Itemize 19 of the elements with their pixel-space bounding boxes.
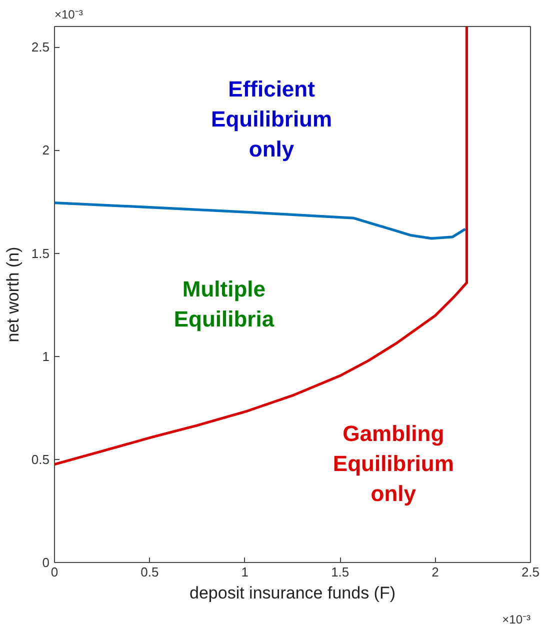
annotation: Multiple Equilibria	[174, 276, 275, 332]
line-series	[54, 201, 466, 240]
y-tick-label: 1	[42, 348, 50, 364]
x-tick-label: 1	[241, 564, 249, 580]
y-tick-label: 2.5	[31, 40, 50, 55]
annotation: Gambling Equilibrium only	[332, 420, 454, 506]
y-tick-label: 0.5	[31, 452, 50, 467]
x-tick-label: 1.5	[331, 564, 350, 580]
y-axis-title: net worth (n)	[3, 246, 22, 342]
x-tick-label: 2	[432, 564, 439, 580]
y-tick-label: 2	[42, 142, 50, 158]
x-tick-label: 2.5	[521, 564, 540, 580]
x-tick-label: 0.5	[140, 564, 159, 580]
annotation: Efficient Equilibrium only	[211, 76, 332, 162]
text: ×10⁻³	[502, 612, 531, 626]
y-tick-label: 0	[42, 555, 50, 570]
y-tick-label: 1.5	[31, 246, 50, 261]
x-axis-title: deposit insurance funds (F)	[190, 584, 396, 602]
text: ×10⁻³	[54, 8, 83, 22]
